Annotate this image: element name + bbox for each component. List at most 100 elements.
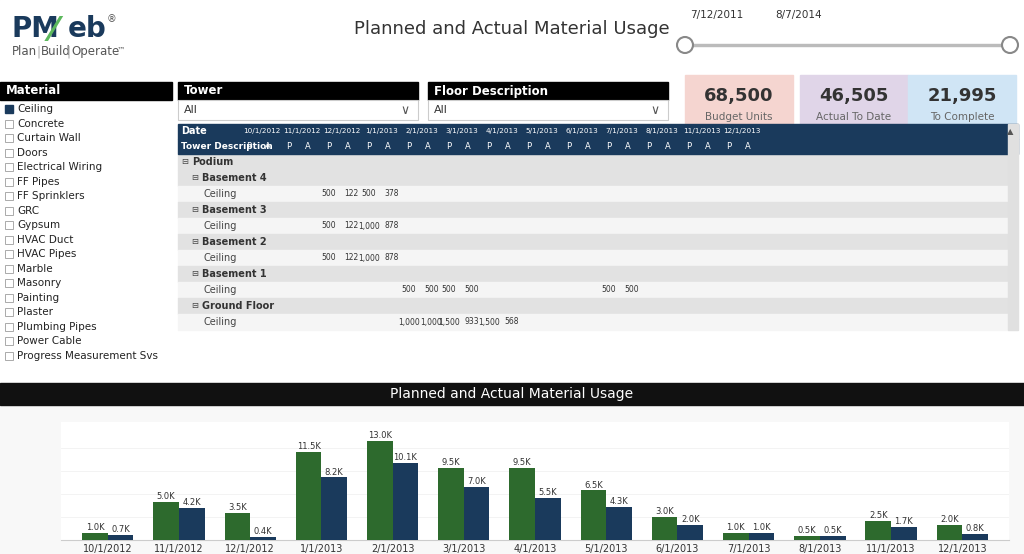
Text: Ceiling: Ceiling: [17, 104, 53, 114]
Text: 9.5K: 9.5K: [441, 458, 461, 466]
Text: Doors: Doors: [17, 148, 48, 158]
Text: 878: 878: [384, 254, 398, 263]
Text: 500: 500: [625, 285, 639, 295]
Text: ⊟: ⊟: [181, 157, 188, 167]
Text: 1,000: 1,000: [357, 254, 380, 263]
Text: P: P: [566, 142, 571, 151]
Text: 5.5K: 5.5K: [539, 488, 557, 497]
Text: P: P: [646, 142, 651, 151]
Bar: [178, 202, 1008, 218]
Text: Material: Material: [6, 85, 61, 98]
Text: A: A: [625, 142, 631, 151]
Text: 6.5K: 6.5K: [584, 480, 603, 490]
Text: A: A: [305, 142, 310, 151]
Text: 500: 500: [424, 285, 439, 295]
Bar: [937, 525, 963, 540]
Bar: [178, 124, 1018, 139]
Bar: [5, 265, 13, 273]
Text: 122: 122: [344, 222, 358, 230]
Bar: [509, 468, 535, 540]
Bar: [82, 532, 108, 540]
Text: 500: 500: [401, 285, 416, 295]
Bar: [678, 525, 703, 540]
Bar: [5, 134, 13, 142]
Text: ⊟: ⊟: [191, 206, 198, 214]
Text: ∨: ∨: [651, 104, 660, 116]
Bar: [5, 236, 13, 244]
Text: 1,000: 1,000: [421, 317, 442, 326]
Text: 7.0K: 7.0K: [467, 476, 486, 486]
Bar: [178, 298, 1008, 314]
Text: 4.2K: 4.2K: [182, 498, 201, 507]
Text: P: P: [446, 142, 452, 151]
Text: 7/12/2011: 7/12/2011: [690, 10, 743, 20]
Text: Floor Description: Floor Description: [434, 85, 548, 98]
Text: A: A: [265, 142, 270, 151]
Text: 0.8K: 0.8K: [966, 524, 984, 533]
Bar: [178, 266, 1008, 282]
Text: 1,000: 1,000: [398, 317, 420, 326]
Bar: [154, 502, 179, 540]
Text: Electrical Wiring: Electrical Wiring: [17, 162, 102, 172]
Bar: [108, 535, 133, 540]
Bar: [250, 537, 275, 540]
Bar: [0, 0, 1024, 383]
Bar: [5, 178, 13, 186]
Text: Ceiling: Ceiling: [203, 189, 237, 199]
Text: FF Pipes: FF Pipes: [17, 177, 59, 187]
Bar: [0, 82, 172, 383]
Text: Gypsum: Gypsum: [17, 220, 60, 230]
Text: 500: 500: [361, 189, 376, 198]
Text: P: P: [246, 142, 251, 151]
Text: 10.1K: 10.1K: [393, 453, 418, 462]
Text: GRC: GRC: [17, 206, 39, 216]
Text: A: A: [425, 142, 430, 151]
Text: 1,500: 1,500: [478, 317, 500, 326]
Bar: [1008, 124, 1018, 330]
Circle shape: [1002, 37, 1018, 53]
Bar: [5, 352, 13, 360]
Text: Basement 4: Basement 4: [202, 173, 266, 183]
Text: P: P: [407, 142, 412, 151]
Text: Ceiling: Ceiling: [203, 317, 237, 327]
Text: P: P: [486, 142, 492, 151]
Bar: [723, 532, 749, 540]
Bar: [652, 517, 678, 540]
Bar: [5, 163, 13, 171]
Bar: [438, 468, 464, 540]
Text: 2.5K: 2.5K: [869, 511, 888, 520]
Text: Concrete: Concrete: [17, 119, 65, 129]
Text: 1/1/2013: 1/1/2013: [366, 129, 398, 135]
Text: ▲: ▲: [1007, 127, 1013, 136]
Text: Budget Units: Budget Units: [706, 112, 773, 122]
Text: 8.2K: 8.2K: [325, 468, 344, 476]
Bar: [392, 463, 418, 540]
Bar: [428, 100, 668, 120]
Text: 1,000: 1,000: [357, 222, 380, 230]
Text: ⊟: ⊟: [191, 301, 198, 310]
Bar: [178, 282, 1008, 298]
Text: 11/1/2012: 11/1/2012: [284, 129, 321, 135]
Text: 13.0K: 13.0K: [368, 431, 392, 440]
Text: Marble: Marble: [17, 264, 52, 274]
Text: 0.5K: 0.5K: [823, 526, 842, 535]
Text: 500: 500: [601, 285, 616, 295]
Text: ⊟: ⊟: [191, 173, 198, 182]
Text: 11.5K: 11.5K: [297, 442, 321, 452]
Text: 1,500: 1,500: [438, 317, 460, 326]
Text: 2.0K: 2.0K: [940, 515, 958, 524]
Text: P: P: [286, 142, 291, 151]
Bar: [5, 105, 13, 113]
Text: P: P: [526, 142, 531, 151]
Text: 1.7K: 1.7K: [895, 517, 913, 526]
Text: 2/1/2013: 2/1/2013: [406, 129, 438, 135]
Text: 4/1/2013: 4/1/2013: [485, 129, 518, 135]
Text: 3/1/2013: 3/1/2013: [445, 129, 478, 135]
Text: 8/1/2013: 8/1/2013: [645, 129, 678, 135]
Text: ⊟: ⊟: [191, 269, 198, 279]
Bar: [178, 314, 1008, 330]
Text: 933: 933: [464, 317, 479, 326]
Text: 0.5K: 0.5K: [798, 526, 816, 535]
Bar: [178, 170, 1008, 186]
Text: Basement 1: Basement 1: [202, 269, 266, 279]
